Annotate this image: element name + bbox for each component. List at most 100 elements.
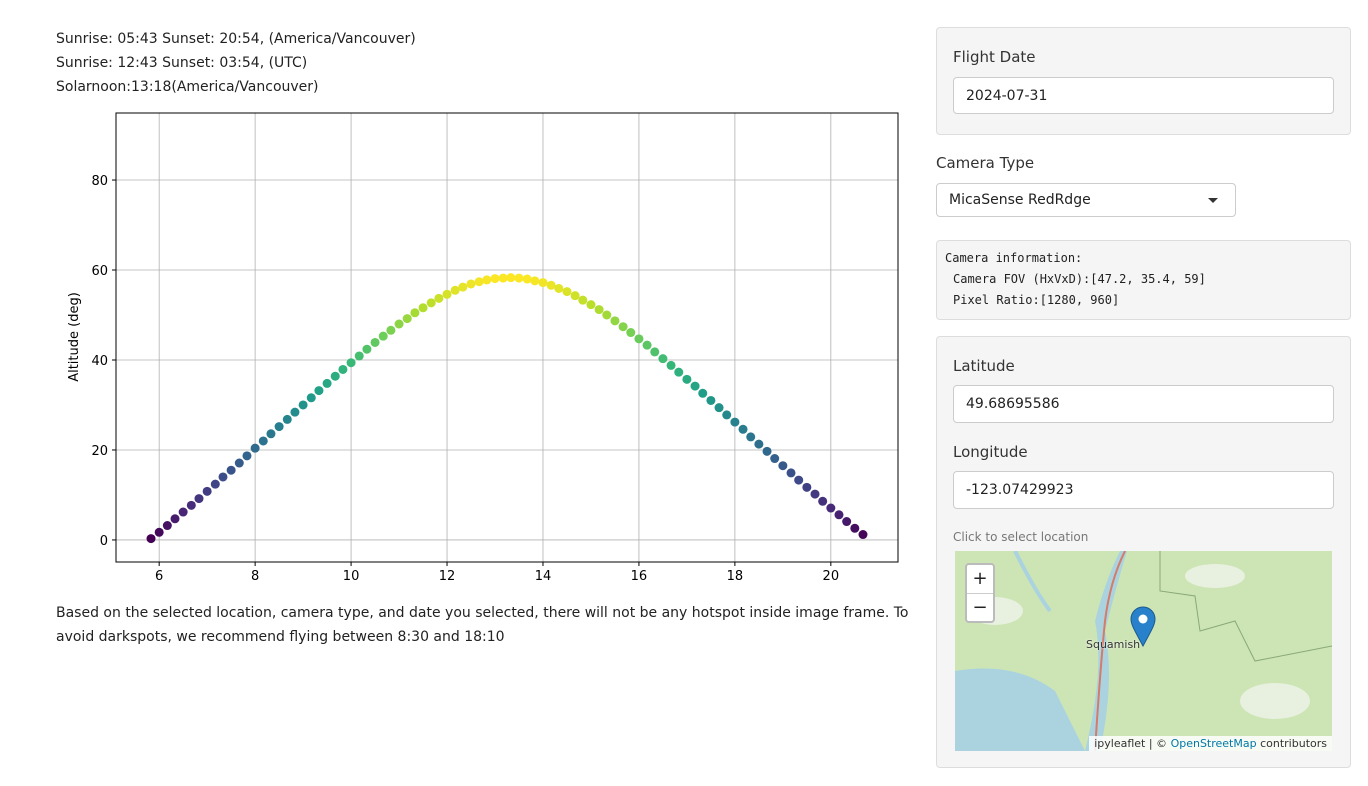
- x-tick-label: 10: [343, 569, 360, 584]
- y-tick-label: 60: [91, 264, 108, 279]
- date-input[interactable]: 2024-07-31: [953, 77, 1334, 114]
- plot-area: [116, 113, 898, 562]
- point: [578, 295, 588, 305]
- point: [794, 475, 804, 485]
- map-tiles: [955, 551, 1332, 751]
- attribution-text: contributors: [1260, 737, 1327, 750]
- point: [634, 334, 644, 344]
- point: [442, 289, 452, 299]
- point: [474, 277, 484, 287]
- map[interactable]: Squamish + − ipyleaflet | © OpenStreetMa…: [955, 551, 1332, 751]
- point: [242, 451, 252, 461]
- point: [170, 514, 180, 524]
- y-tick-label: 40: [91, 354, 108, 369]
- point: [338, 364, 348, 374]
- point: [698, 388, 708, 398]
- x-tick-label: 8: [251, 569, 259, 584]
- point: [266, 429, 276, 439]
- attribution-link[interactable]: OpenStreetMap: [1170, 737, 1257, 750]
- x-tick-label: 20: [823, 569, 840, 584]
- point: [842, 517, 852, 527]
- y-tick-label: 0: [100, 534, 108, 549]
- point: [514, 273, 524, 283]
- label: Camera Type: [936, 154, 1035, 172]
- point: [546, 280, 556, 290]
- zoom-out[interactable]: −: [972, 597, 988, 618]
- latitude-input[interactable]: 49.68695586: [953, 385, 1334, 423]
- point: [594, 305, 604, 315]
- point: [194, 494, 204, 504]
- point: [754, 439, 764, 449]
- point: [466, 279, 476, 289]
- point: [450, 285, 460, 295]
- camera-info: Pixel Ratio:[1280, 960]: [953, 293, 1120, 307]
- point: [378, 331, 388, 341]
- zoom-in[interactable]: +: [967, 565, 993, 594]
- point: [802, 482, 812, 492]
- point: [362, 344, 372, 354]
- point: [626, 328, 636, 338]
- point: [506, 273, 516, 283]
- point: [674, 367, 684, 377]
- point: [218, 472, 228, 482]
- flight-date-panel: Flight Date 2024-07-31: [936, 27, 1351, 135]
- x-tick-label: 12: [439, 569, 456, 584]
- point: [146, 534, 156, 544]
- x-tick-label: 6: [155, 569, 163, 584]
- longitude-input[interactable]: -123.07429923: [953, 471, 1334, 509]
- point: [482, 275, 492, 285]
- point: [490, 274, 500, 284]
- point: [250, 443, 260, 453]
- point: [602, 310, 612, 320]
- point: [666, 360, 676, 370]
- label: Longitude: [953, 443, 1028, 461]
- point: [298, 400, 308, 410]
- camera-info: Camera FOV (HxVxD):[47.2, 35.4, 59]: [953, 272, 1206, 286]
- point: [258, 436, 268, 446]
- point: [562, 287, 572, 297]
- label: Latitude: [953, 357, 1015, 375]
- zoom-control: + −: [965, 563, 995, 623]
- point: [730, 417, 740, 427]
- point: [714, 403, 724, 413]
- point: [290, 407, 300, 417]
- point: [154, 527, 164, 537]
- point: [826, 503, 836, 513]
- dropdown-arrow: [1208, 198, 1218, 203]
- point: [458, 282, 468, 292]
- point: [274, 422, 284, 432]
- point: [314, 386, 324, 396]
- point: [394, 319, 404, 329]
- point: [834, 510, 844, 520]
- point: [570, 291, 580, 301]
- location-panel: Latitude 49.68695586 Longitude -123.0742…: [936, 336, 1351, 768]
- point: [370, 337, 380, 347]
- point: [522, 274, 532, 284]
- point: [762, 446, 772, 456]
- point: [410, 308, 420, 318]
- point: [818, 496, 828, 506]
- point: [386, 325, 396, 335]
- sun-info: Solarnoon:13:18(America/Vancouver): [56, 79, 319, 95]
- point: [738, 424, 748, 434]
- point: [770, 454, 780, 464]
- x-tick-label: 16: [631, 569, 648, 584]
- point: [530, 276, 540, 286]
- point: [810, 489, 820, 499]
- select-value: MicaSense RedRdge: [949, 192, 1091, 208]
- point: [554, 283, 564, 293]
- point: [858, 530, 868, 540]
- point: [330, 371, 340, 381]
- point: [306, 393, 316, 403]
- camera-select[interactable]: MicaSense RedRdge: [936, 183, 1236, 217]
- place-label: Squamish: [1086, 638, 1141, 651]
- recommendation: Based on the selected location, camera t…: [56, 605, 909, 645]
- sun-info: Sunrise: 12:43 Sunset: 03:54, (UTC): [56, 55, 308, 71]
- point: [234, 458, 244, 468]
- y-tick-label: 80: [91, 174, 108, 189]
- point: [210, 479, 220, 489]
- label: Flight Date: [953, 48, 1036, 66]
- point: [586, 300, 596, 310]
- point: [426, 298, 436, 308]
